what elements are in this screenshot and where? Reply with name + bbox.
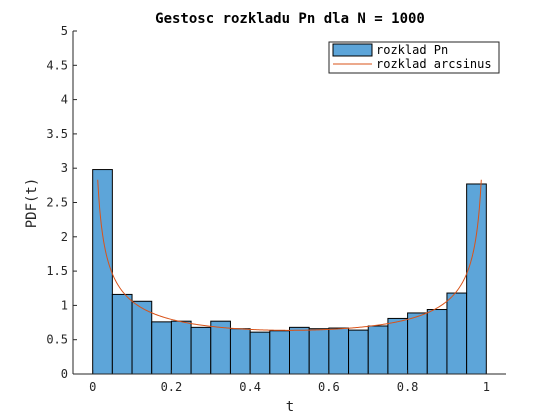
y-axis-label: PDF(t)	[24, 178, 40, 229]
histogram-bar	[426, 309, 448, 375]
axes: 0 0.2 0.4 0.6 0.8 1 0 0.5 1 1.5 2 2.5 3 3.5 4 4.5 5	[46, 24, 506, 394]
legend-label-arcsine: rozklad arcsinus	[376, 57, 492, 71]
histogram-bar	[308, 328, 330, 375]
histogram-bar	[190, 326, 212, 375]
histogram-bar	[328, 327, 350, 375]
histogram-bar	[229, 328, 251, 375]
histogram-bar	[92, 169, 113, 375]
histogram-bars	[92, 169, 487, 375]
histogram-bar	[131, 300, 153, 375]
y-tick-label: 2.5	[46, 196, 68, 210]
x-tick-label: 0.6	[318, 380, 340, 394]
x-axis-label: t	[286, 399, 294, 415]
x-tick-label: 0.4	[239, 380, 261, 394]
legend-label-histogram: rozklad Pn	[376, 43, 448, 57]
histogram-bar	[466, 183, 487, 375]
chart-title: Gestosc rozkladu Pn dla N = 1000	[155, 11, 425, 27]
y-tick-label: 4	[61, 93, 68, 107]
y-tick-label: 3.5	[46, 127, 68, 141]
histogram-bar	[446, 292, 468, 375]
histogram-bar	[407, 312, 428, 375]
y-tick-label: 5	[61, 24, 68, 38]
histogram-bar	[249, 331, 271, 375]
x-tick-label: 0.2	[161, 380, 183, 394]
histogram-bar	[210, 320, 231, 375]
x-tick-label: 0.8	[397, 380, 419, 394]
histogram-bar	[269, 330, 291, 375]
legend: rozklad Pn rozklad arcsinus	[328, 41, 500, 74]
arcsine-curve	[97, 179, 482, 331]
y-tick-label: 1	[61, 298, 68, 312]
y-tick-label: 4.5	[46, 58, 68, 72]
histogram-bar	[367, 325, 389, 375]
legend-swatch-histogram	[332, 43, 373, 57]
y-tick-label: 1.5	[46, 264, 68, 278]
histogram-bar	[170, 320, 192, 375]
histogram-bar	[289, 326, 310, 375]
histogram-bar	[111, 293, 133, 375]
y-tick-label: 0	[61, 367, 68, 381]
x-tick-label: 1	[483, 380, 490, 394]
y-tick-label: 3	[61, 161, 68, 175]
histogram-bar	[348, 329, 369, 375]
histogram-bar	[151, 321, 172, 375]
y-tick-label: 2	[61, 230, 68, 244]
y-tick-label: 0.5	[46, 333, 68, 347]
x-tick-label: 0	[89, 380, 96, 394]
histogram-bar	[387, 317, 409, 375]
